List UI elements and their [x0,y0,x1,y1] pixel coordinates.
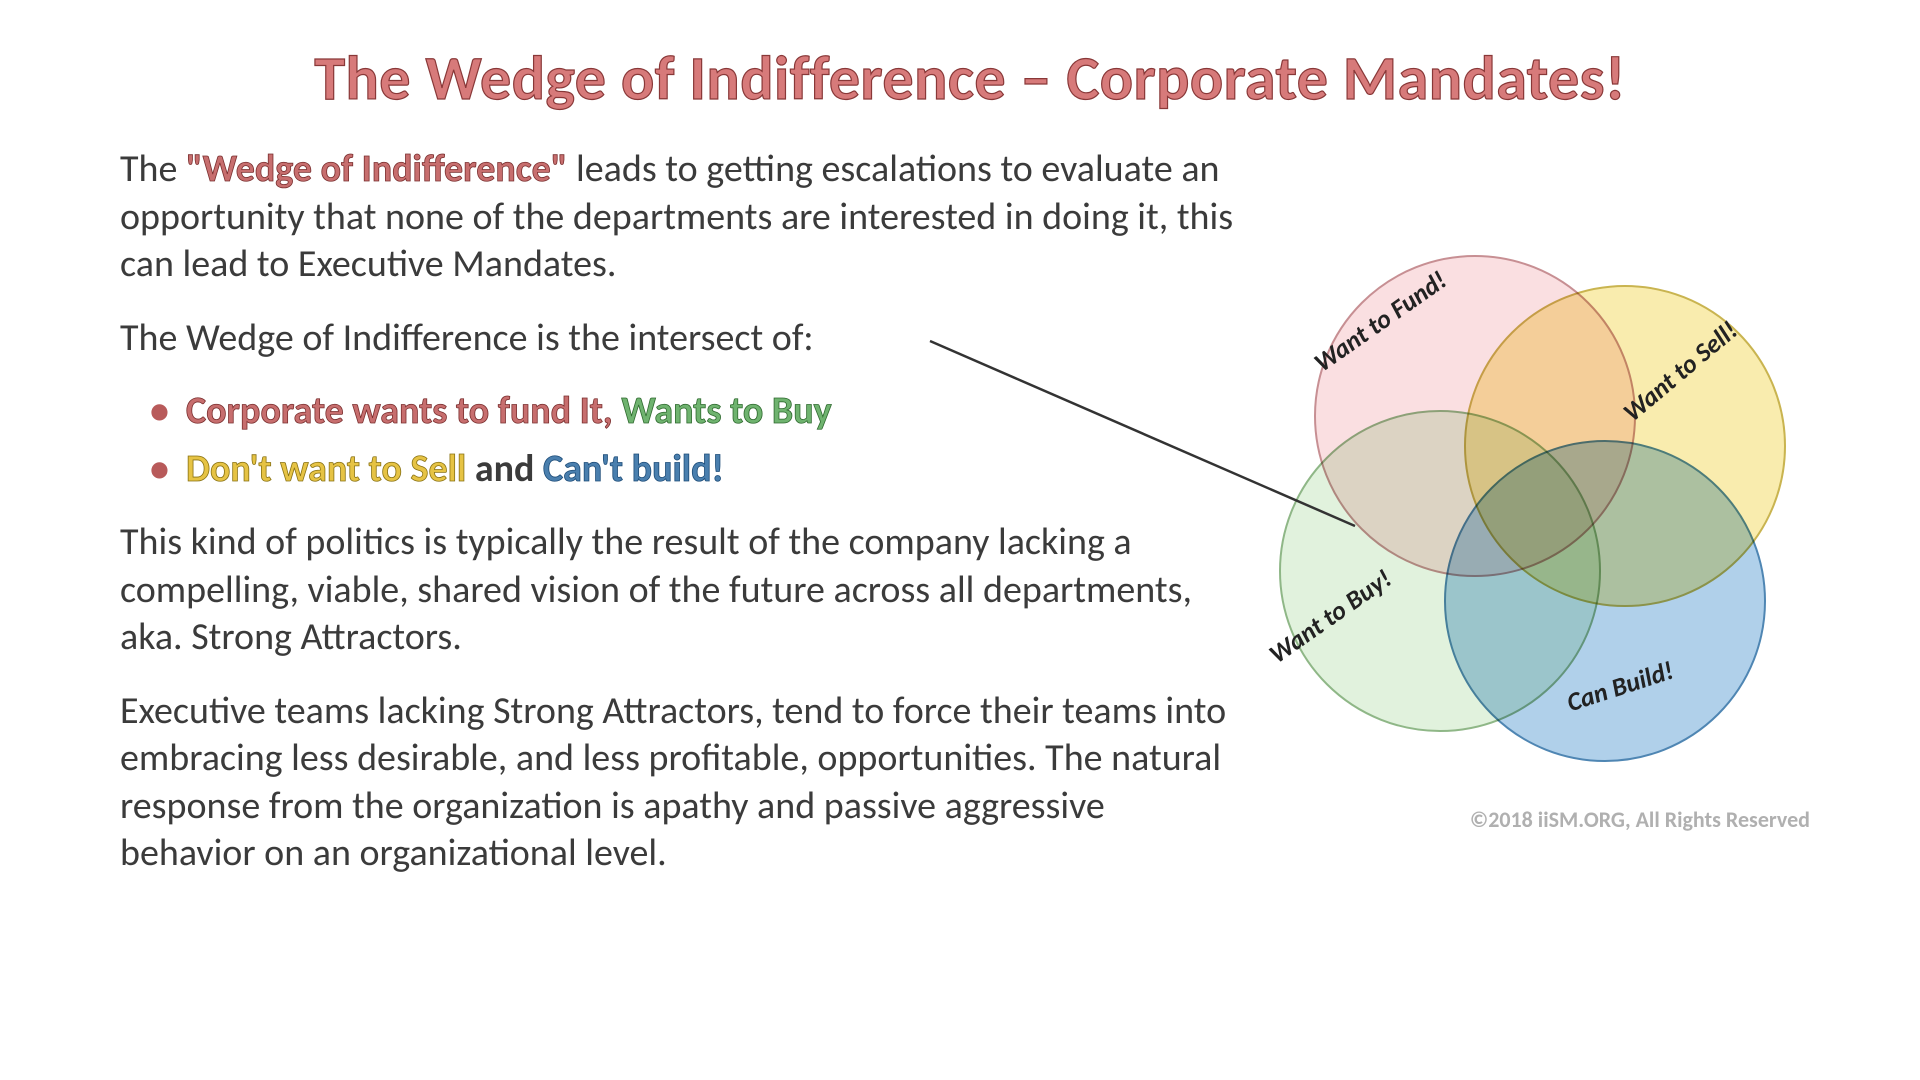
bullet-1-buy: Wants to Buy [621,388,831,434]
venn-svg [1260,226,1820,786]
para-1: The "Wedge of Indifference" leads to get… [120,146,1240,289]
para-1-highlight: "Wedge of Indifference" [186,146,567,192]
text-column: The "Wedge of Indifference" leads to get… [120,146,1240,904]
bullet-2-and: and [466,446,543,492]
slide-title: The Wedge of Indifference – Corporate Ma… [120,40,1820,116]
copyright-text: ©2018 iiSM.ORG, All Rights Reserved [1470,806,1810,833]
bullet-1-fund: Corporate wants to fund It, [186,388,621,434]
venn-diagram: Want to Fund!Want to Sell!Want to Buy!Ca… [1260,226,1820,786]
bullet-2: Don't want to Sell and Can't build! [150,446,1240,494]
para-1-prefix: The [120,146,186,192]
venn-circle-build [1445,441,1765,761]
para-2: The Wedge of Indifference is the interse… [120,315,1240,363]
para-4: Executive teams lacking Strong Attractor… [120,688,1240,878]
slide: The Wedge of Indifference – Corporate Ma… [0,0,1920,1080]
bullet-2-build: Can't build! [543,446,724,492]
bullet-2-sell: Don't want to Sell [186,446,466,492]
para-3: This kind of politics is typically the r… [120,519,1240,662]
diagram-column: Want to Fund!Want to Sell!Want to Buy!Ca… [1270,146,1820,904]
body-area: The "Wedge of Indifference" leads to get… [120,146,1820,904]
bullet-1: Corporate wants to fund It, Wants to Buy [150,388,1240,436]
